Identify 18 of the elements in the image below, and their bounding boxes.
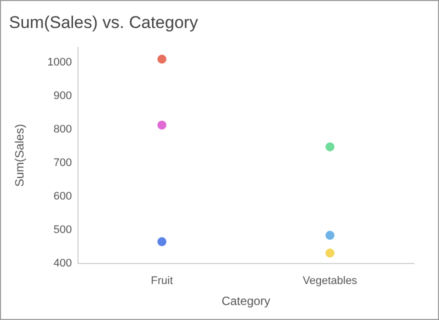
y-axis-title: Sum(Sales) [12,124,27,187]
x-tick-label: Vegetables [302,275,358,288]
point [325,230,334,240]
y-tick-label: 800 [54,123,72,136]
y-tick-label: 600 [54,190,72,202]
y-tick-label: 1000 [47,56,72,68]
x-tick-label: Fruit [150,275,173,288]
point [325,142,334,152]
y-tick-label: 500 [54,224,72,236]
point [325,248,334,258]
y-tick-label: 400 [54,257,72,270]
point [157,54,166,64]
y-tick-label: 700 [54,156,72,169]
point [157,237,166,246]
y-tick-label: 900 [54,90,72,102]
chart-title: Sum(Sales) vs. Category [9,12,198,32]
point [157,120,166,130]
x-axis-title: Category [222,294,270,308]
